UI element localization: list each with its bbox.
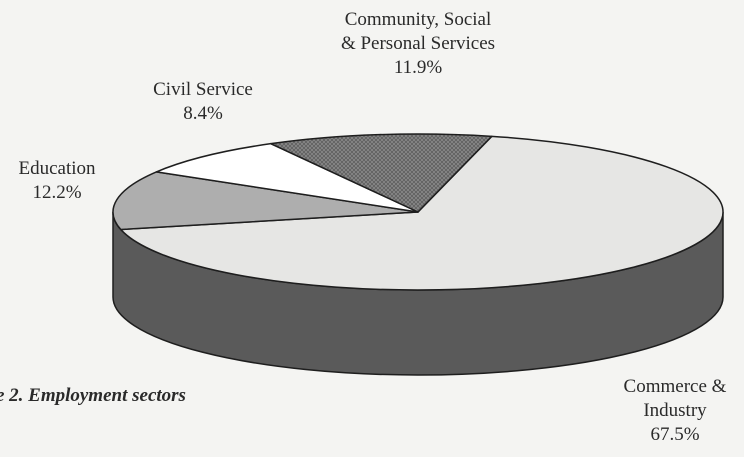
figure-caption: ure 2. Employment sectors (0, 385, 186, 406)
pie-slice-civil-service (155, 142, 419, 213)
label-education: Education 12.2% (18, 158, 96, 203)
label-commerce: Commerce & Industry 67.5% (623, 376, 727, 445)
pie-slice-community-social-personal-services (270, 133, 493, 213)
label-civil-service: Civil Service 8.4% (153, 79, 253, 124)
pie-top (112, 133, 724, 291)
pie-slice-commerce-industry (120, 135, 724, 291)
pie-slice-education (112, 171, 419, 231)
label-community: Community, Social & Personal Services 11… (340, 9, 496, 78)
